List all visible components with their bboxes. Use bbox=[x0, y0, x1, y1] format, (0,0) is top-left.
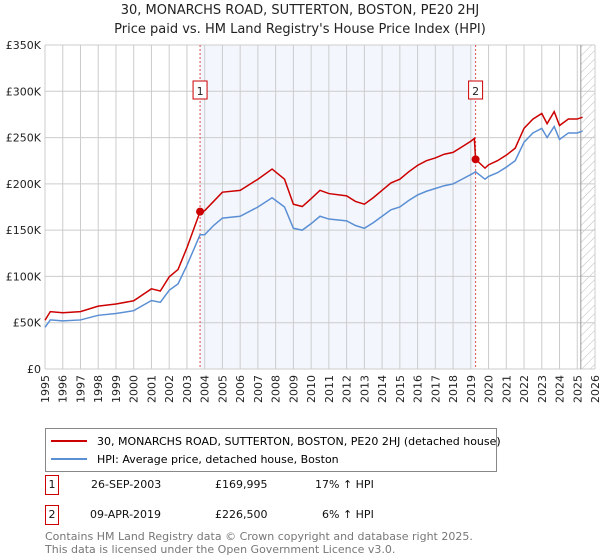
x-tick-label: 2025 bbox=[571, 375, 584, 403]
sale-price: £226,500 bbox=[215, 508, 268, 521]
sale-hpi-diff: 6% ↑ HPI bbox=[322, 508, 374, 521]
sale-price: £169,995 bbox=[215, 478, 268, 491]
legend: 30, MONARCHS ROAD, SUTTERTON, BOSTON, PE… bbox=[45, 428, 501, 472]
x-tick-label: 2003 bbox=[181, 375, 194, 403]
y-tick-label: £200K bbox=[6, 178, 42, 191]
x-tick-label: 2015 bbox=[394, 375, 407, 403]
x-tick-label: 2023 bbox=[536, 375, 549, 403]
y-tick-label: £50K bbox=[13, 317, 42, 330]
legend-item-property: 30, MONARCHS ROAD, SUTTERTON, BOSTON, PE… bbox=[46, 433, 501, 449]
sale-date: 26-SEP-2003 bbox=[91, 478, 162, 491]
sale-badge: 1 bbox=[45, 475, 59, 495]
x-tick-label: 2020 bbox=[483, 375, 496, 403]
x-tick-label: 2002 bbox=[163, 375, 176, 403]
x-tick-label: 2018 bbox=[447, 375, 460, 403]
legend-item-hpi: HPI: Average price, detached house, Bost… bbox=[46, 451, 339, 467]
x-tick-label: 2011 bbox=[323, 375, 336, 403]
sale-label: 2 bbox=[472, 85, 479, 98]
x-tick-label: 1996 bbox=[57, 375, 70, 403]
footer-line: This data is licensed under the Open Gov… bbox=[45, 543, 396, 556]
sale-row-2: 2 09-APR-2019 £226,500 6% ↑ HPI bbox=[45, 505, 445, 525]
x-tick-label: 1997 bbox=[74, 375, 87, 403]
shaded-ownership-period bbox=[200, 45, 476, 369]
sale-row-1: 1 26-SEP-2003 £169,995 17% ↑ HPI bbox=[45, 475, 445, 495]
x-tick-label: 2008 bbox=[270, 375, 283, 403]
x-tick-label: 2014 bbox=[376, 375, 389, 403]
forecast-hatch bbox=[580, 45, 595, 369]
x-tick-label: 2012 bbox=[341, 375, 354, 403]
legend-label: HPI: Average price, detached house, Bost… bbox=[97, 452, 339, 466]
y-tick-label: £0 bbox=[27, 363, 41, 376]
x-tick-label: 2022 bbox=[518, 375, 531, 403]
sale-label: 1 bbox=[197, 85, 204, 98]
plot-area: 1995 1996 1997 1998 1999 2000 2001 2002 2003 2004… bbox=[6, 39, 600, 403]
sale-label-box bbox=[468, 80, 484, 100]
series-line-property bbox=[44, 109, 583, 321]
legend-swatch-red bbox=[51, 440, 87, 442]
x-tick-label: 1995 bbox=[39, 375, 52, 403]
sale-label-box bbox=[192, 80, 208, 100]
sale-point bbox=[471, 155, 480, 164]
x-tick-label: 2007 bbox=[252, 375, 265, 403]
sale-date: 09-APR-2019 bbox=[90, 508, 162, 521]
x-tick-label: 2009 bbox=[287, 375, 300, 403]
footer: Contains HM Land Registry data © Crown c… bbox=[45, 530, 473, 556]
y-tick-label: £350K bbox=[6, 39, 42, 52]
x-tick-label: 2013 bbox=[358, 375, 371, 403]
x-tick-label: 2021 bbox=[500, 375, 513, 403]
legend-swatch-blue bbox=[51, 458, 87, 460]
x-tick-label: 2001 bbox=[145, 375, 158, 403]
x-tick-label: 2017 bbox=[429, 375, 442, 403]
sale-point bbox=[196, 207, 205, 216]
x-tick-label: 2005 bbox=[216, 375, 229, 403]
chart-subtitle: Price paid vs. HM Land Registry's House … bbox=[114, 22, 486, 37]
sale-badge: 2 bbox=[45, 505, 59, 525]
y-tick-label: £150K bbox=[6, 224, 42, 237]
x-tick-label: 2019 bbox=[465, 375, 478, 403]
x-tick-label: 2016 bbox=[412, 375, 425, 403]
sale-hpi-diff: 17% ↑ HPI bbox=[315, 478, 374, 491]
y-tick-label: £300K bbox=[6, 85, 42, 98]
x-tick-label: 1998 bbox=[92, 375, 105, 403]
x-tick-label: 2010 bbox=[305, 375, 318, 403]
y-tick-label: £250K bbox=[6, 132, 42, 145]
chart-title: 30, MONARCHS ROAD, SUTTERTON, BOSTON, PE… bbox=[120, 3, 480, 18]
y-tick-label: £100K bbox=[6, 270, 42, 283]
x-tick-label: 2024 bbox=[554, 375, 567, 403]
x-tick-label: 1999 bbox=[110, 375, 123, 403]
x-tick-label: 2006 bbox=[234, 375, 247, 403]
x-tick-label: 2000 bbox=[128, 375, 141, 403]
x-tick-label: 2026 bbox=[589, 375, 600, 403]
footer-line: Contains HM Land Registry data © Crown c… bbox=[45, 530, 473, 543]
x-tick-label: 2004 bbox=[199, 375, 212, 403]
series-line-hpi bbox=[44, 124, 583, 328]
legend-label: 30, MONARCHS ROAD, SUTTERTON, BOSTON, PE… bbox=[97, 434, 501, 448]
